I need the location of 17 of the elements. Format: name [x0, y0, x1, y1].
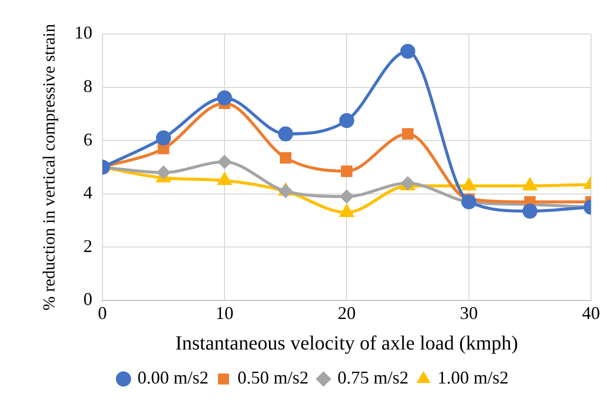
legend-label: 1.00 m/s2	[438, 368, 509, 388]
y-axis-title: % reduction in vertical compressive strain	[40, 23, 59, 310]
y-tick-label: 2	[83, 236, 92, 256]
y-tick-label: 0	[83, 289, 92, 310]
x-tick-label: 20	[338, 302, 356, 323]
x-tick-label: 30	[460, 302, 478, 323]
x-axis-title: Instantaneous velocity of axle load (kmph)	[175, 332, 518, 354]
x-tick-label: 10	[216, 302, 234, 323]
legend-label: 0.50 m/s2	[237, 368, 309, 388]
x-tick-label: 0	[98, 302, 107, 323]
legend-label: 0.00 m/s2	[137, 368, 208, 388]
legend-label: 0.75 m/s2	[338, 368, 409, 388]
y-tick-label: 10	[74, 22, 92, 43]
y-tick-label: 8	[83, 76, 92, 96]
y-tick-label: 4	[83, 182, 92, 203]
x-tick-label: 40	[582, 302, 600, 323]
y-tick-label: 6	[83, 129, 92, 150]
